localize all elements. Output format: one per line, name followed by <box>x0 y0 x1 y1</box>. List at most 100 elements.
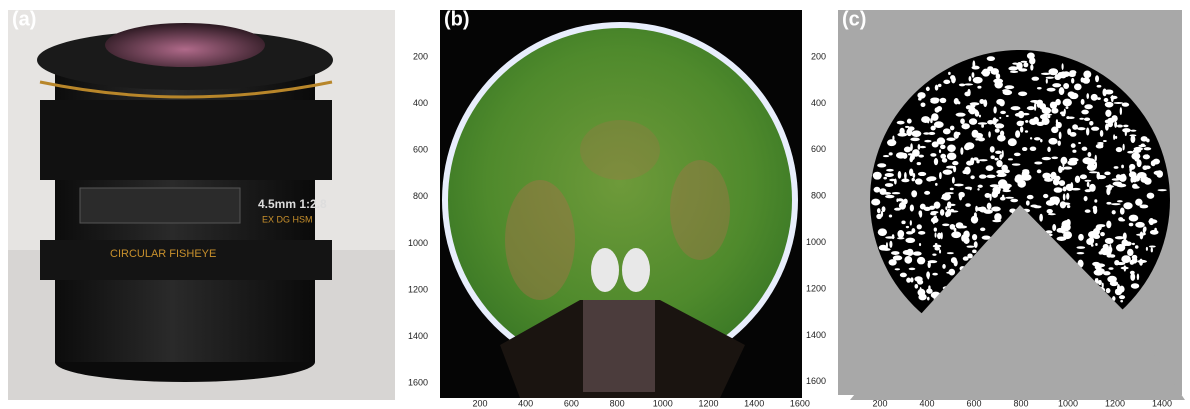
speckle <box>927 297 930 301</box>
speckle <box>1117 200 1123 202</box>
speckle <box>1084 196 1088 201</box>
speckle <box>928 260 938 263</box>
speckle <box>1104 171 1110 175</box>
speckle <box>1099 251 1102 254</box>
speckle <box>1030 100 1039 103</box>
distance-window <box>80 188 240 223</box>
speckle <box>912 178 915 181</box>
speckle <box>889 152 893 155</box>
speckle <box>1059 87 1065 95</box>
y-tick-label: 200 <box>811 51 826 61</box>
speckle <box>943 128 951 134</box>
speckle <box>1063 220 1071 226</box>
speckle <box>898 171 902 179</box>
speckle <box>987 66 993 71</box>
speckle <box>1091 94 1098 101</box>
speckle <box>995 158 999 161</box>
y-tick-label: 1400 <box>806 330 826 340</box>
speckle <box>918 98 921 101</box>
speckle <box>1086 238 1093 245</box>
speckle <box>877 208 881 213</box>
y-tick-label: 1600 <box>408 378 428 388</box>
speckle <box>1019 121 1024 123</box>
speckle <box>876 214 882 219</box>
speckle <box>1002 150 1004 157</box>
speckle <box>1105 185 1113 188</box>
x-tick-label: 1200 <box>698 398 718 408</box>
speckle <box>883 155 889 157</box>
speckle <box>999 117 1001 119</box>
speckle <box>935 183 938 186</box>
speckle <box>1089 121 1093 126</box>
speckle <box>969 118 977 125</box>
speckle <box>934 247 940 251</box>
speckle <box>917 162 921 165</box>
y-tick-label: 1200 <box>806 283 826 293</box>
speckle <box>885 195 894 198</box>
speckle <box>1127 249 1133 256</box>
speckle <box>918 210 921 215</box>
speckle <box>1081 77 1085 82</box>
speckle <box>1067 205 1070 208</box>
speckle <box>972 60 975 68</box>
speckle <box>1141 144 1145 147</box>
speckle <box>1000 197 1006 201</box>
speckle <box>1135 222 1145 228</box>
speckle <box>1151 248 1153 253</box>
speckle <box>1076 246 1085 249</box>
speckle <box>1010 71 1018 73</box>
speckle <box>954 259 958 266</box>
speckle <box>1079 118 1084 120</box>
speckle <box>938 84 942 87</box>
speckle <box>943 80 950 84</box>
speckle <box>918 231 925 235</box>
speckle <box>1102 89 1106 97</box>
shoe <box>591 248 619 292</box>
speckle <box>1015 113 1022 117</box>
speckle <box>1122 128 1131 132</box>
speckle <box>1096 144 1104 149</box>
speckle <box>887 139 896 146</box>
speckle <box>991 155 995 159</box>
speckle <box>978 185 983 188</box>
speckle <box>956 113 966 117</box>
speckle <box>1047 88 1056 92</box>
speckle <box>931 126 936 131</box>
speckle <box>947 145 956 152</box>
speckle <box>956 222 964 228</box>
speckle <box>906 128 912 136</box>
speckle <box>979 115 981 118</box>
trousers <box>583 300 655 392</box>
speckle <box>967 253 972 258</box>
speckle <box>1022 169 1029 172</box>
speckle <box>1151 221 1153 224</box>
speckle <box>1135 199 1142 206</box>
speckle <box>1115 136 1117 139</box>
panel-label: (a) <box>12 9 36 31</box>
x-tick-label: 400 <box>518 398 533 408</box>
speckle <box>999 99 1005 106</box>
speckle <box>978 122 987 124</box>
speckle <box>974 212 977 218</box>
y-tick-label: 600 <box>413 145 428 155</box>
speckle <box>1008 158 1013 160</box>
speckle <box>1097 142 1104 144</box>
speckle <box>950 188 954 191</box>
speckle <box>920 146 926 148</box>
speckle <box>975 206 978 212</box>
speckle <box>935 233 937 238</box>
speckle <box>1027 53 1035 60</box>
speckle <box>933 216 936 224</box>
speckle <box>897 230 904 238</box>
speckle <box>945 206 947 210</box>
speckle <box>917 279 923 284</box>
speckle <box>1005 197 1014 199</box>
speckle <box>1116 244 1125 252</box>
speckle <box>932 273 938 276</box>
speckle <box>892 234 895 239</box>
speckle <box>1152 160 1159 164</box>
speckle <box>996 160 1002 167</box>
speckle <box>1114 102 1124 104</box>
soil-patch <box>505 180 575 300</box>
speckle <box>1043 194 1048 198</box>
